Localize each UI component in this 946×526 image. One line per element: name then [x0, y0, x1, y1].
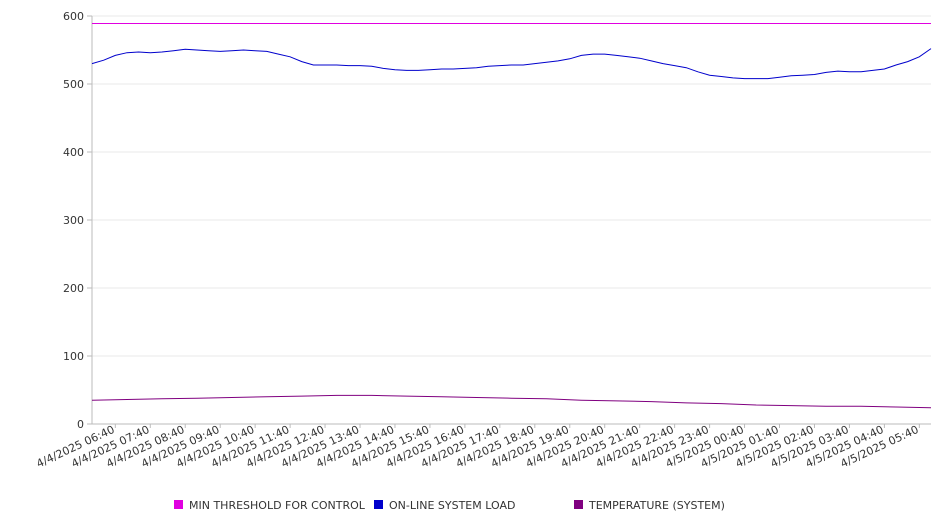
legend-label: ON-LINE SYSTEM LOAD — [389, 499, 515, 512]
temperature-line — [91, 394, 932, 409]
y-tick-label: 500 — [63, 78, 84, 91]
legend-label: MIN THRESHOLD FOR CONTROL — [189, 499, 366, 512]
legend: MIN THRESHOLD FOR CONTROL ON-LINE SYSTEM … — [174, 499, 725, 512]
legend-label: TEMPERATURE (SYSTEM) — [588, 499, 725, 512]
series-layer — [91, 23, 932, 409]
y-tick-label: 600 — [63, 10, 84, 23]
grid-layer — [92, 15, 931, 357]
system-load-line — [91, 48, 932, 80]
legend-item-temperature: TEMPERATURE (SYSTEM) — [574, 499, 725, 512]
y-tick-label: 400 — [63, 146, 84, 159]
legend-swatch — [574, 500, 583, 509]
y-tick-label: 0 — [77, 418, 84, 431]
legend-item-min-threshold: MIN THRESHOLD FOR CONTROL — [174, 499, 366, 512]
legend-swatch — [374, 500, 383, 509]
y-tick-labels: 0 100 200 300 400 500 600 — [63, 10, 92, 431]
x-tick-labels: 4/4/2025 06:404/4/2025 07:404/4/2025 08:… — [34, 423, 920, 471]
legend-item-system-load: ON-LINE SYSTEM LOAD — [374, 499, 515, 512]
y-tick-label: 100 — [63, 350, 84, 363]
legend-swatch — [174, 500, 183, 509]
y-tick-label: 300 — [63, 214, 84, 227]
y-tick-label: 200 — [63, 282, 84, 295]
